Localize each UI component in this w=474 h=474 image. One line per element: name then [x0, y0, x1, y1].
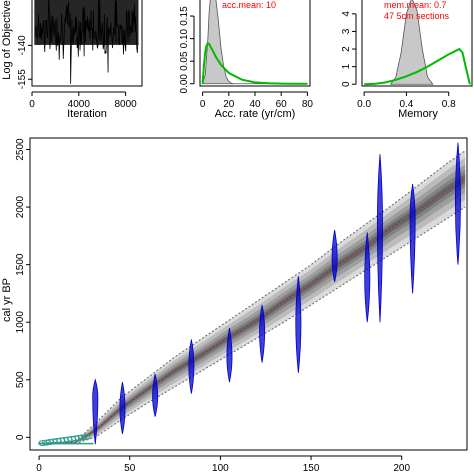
acc-plot-frame: [199, 0, 311, 87]
memory-mean-annotation: mem.mean: 0.7: [384, 0, 447, 10]
x-tick-label: 200: [393, 463, 410, 474]
x-tick-label: 0: [29, 99, 35, 110]
x-tick-label: 80: [302, 99, 314, 110]
y-tick-label: 0.05: [179, 51, 190, 71]
calibrated-date: [188, 339, 195, 394]
y-tick-label: 0: [341, 81, 352, 87]
x-tick-label: 0.4: [399, 99, 413, 110]
prior-density: [201, 41, 308, 85]
lower-95-bound: [39, 206, 466, 445]
iteration-ylabel: Log of Objective: [1, 0, 13, 80]
acc-rate-xlabel: Acc. rate (yr/cm): [215, 108, 296, 120]
calibrated-date: [409, 183, 416, 294]
posterior-density: [389, 0, 434, 85]
iteration-plot-frame: [31, 0, 143, 87]
x-tick-label: 0.0: [357, 99, 371, 110]
y-tick-label: 500: [15, 371, 26, 388]
calibrated-date: [226, 327, 233, 383]
surface-date: [81, 433, 91, 440]
x-tick-label: 0: [200, 99, 206, 110]
memory-plot-frame: [361, 0, 473, 87]
y-tick-label: 2000: [15, 196, 26, 219]
y-tick-label: 0: [15, 434, 26, 440]
y-tick-label: 4: [341, 11, 352, 17]
x-tick-label: 0.8: [442, 99, 456, 110]
y-tick-label: -155: [17, 69, 28, 89]
memory-xlabel: Memory: [398, 108, 438, 120]
x-tick-label: 60: [276, 99, 288, 110]
mcmc-trace-band: [34, 0, 139, 45]
calibrated-date: [331, 230, 338, 282]
y-tick-label: 0.00: [179, 74, 190, 94]
x-tick-label: 100: [212, 463, 229, 474]
calibrated-date: [152, 373, 159, 417]
y-tick-label: 0.15: [179, 6, 190, 26]
x-tick-label: 8000: [114, 99, 137, 110]
x-tick-label: 4000: [68, 99, 91, 110]
memory-panel: 0.0 0.4 0.8 0 1 2 3 4 mem.mean: 0.7 47 5cm sect…: [341, 0, 473, 120]
iteration-trace: [34, 0, 139, 84]
calibrated-date: [259, 304, 266, 363]
x-tick-label: 40: [249, 99, 261, 110]
calibrated-date: [92, 378, 99, 445]
upper-95-bound: [39, 150, 466, 444]
memory-sections-annotation: 47 5cm sections: [384, 11, 450, 21]
iteration-xlabel: Iteration: [67, 108, 107, 120]
y-tick-label: 1500: [15, 253, 26, 276]
x-tick-label: 0: [36, 463, 42, 474]
y-tick-label: 0.10: [179, 28, 190, 48]
x-tick-label: 50: [124, 463, 136, 474]
y-tick-label: 1: [341, 63, 352, 69]
calibrated-date: [454, 142, 461, 265]
y-tick-label: -140: [17, 35, 28, 55]
y-tick-label: 3: [341, 28, 352, 34]
calibrated-date: [364, 232, 371, 323]
calibrated-date: [119, 381, 126, 434]
posterior-density: [202, 0, 308, 85]
age-depth-ylabel: cal yr BP: [1, 278, 13, 322]
acc-mean-annotation: acc.mean: 10: [222, 0, 276, 10]
x-tick-label: 20: [223, 99, 235, 110]
calibrated-date: [376, 154, 383, 323]
acc-rate-panel: 0 20 40 60 80 0.00 0.05 0.10 0.15 acc.mean: 10 A…: [179, 0, 313, 120]
y-tick-label: 2500: [15, 138, 26, 161]
iteration-panel: 0 4000 8000 -140 -155 Iteration Log of Objec…: [1, 0, 143, 120]
y-tick-label: 1000: [15, 311, 26, 334]
x-tick-label: 150: [303, 463, 320, 474]
prior-density: [364, 47, 471, 86]
y-tick-label: 2: [341, 46, 352, 52]
calibrated-date: [295, 276, 302, 373]
